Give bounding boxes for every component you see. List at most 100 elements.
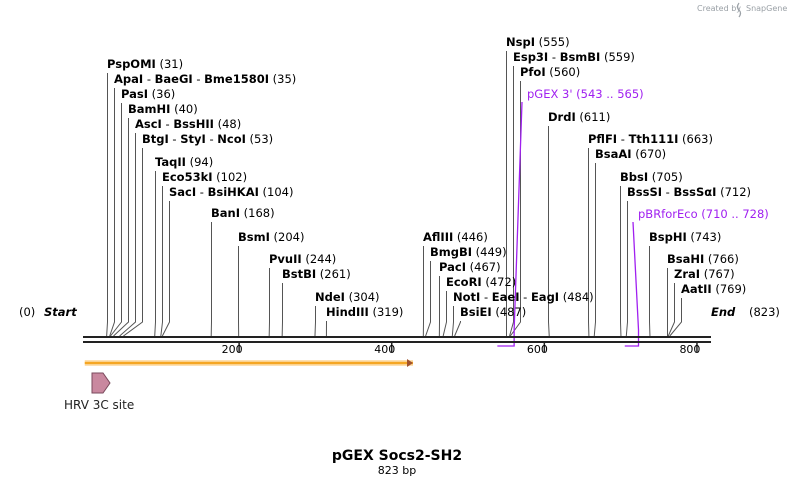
cut-site-hindiii[interactable]: HindIII (319) (326, 305, 403, 319)
feature-hrv-3c-site[interactable]: HRV 3C site (64, 372, 134, 412)
enzyme-name: AatII (681, 282, 712, 296)
cut-site-bbsi[interactable]: BbsI (705) (620, 170, 683, 184)
enzyme-name: BamHI (128, 102, 170, 116)
cut-site-aatii[interactable]: AatII (769) (681, 282, 746, 296)
cut-site-afliii[interactable]: AflIII (446) (423, 230, 488, 244)
cut-site-bsssi[interactable]: BssSI - BssSαI (712) (627, 185, 751, 199)
leader-drdi (548, 126, 550, 337)
svg-text:600: 600 (527, 343, 548, 356)
leader-pspomi (106, 73, 108, 337)
feature-orange-arrow[interactable] (84, 359, 414, 367)
cut-site-bsiei[interactable]: BsiEI (487) (460, 305, 526, 319)
cut-site-bsaai[interactable]: BsaAI (670) (595, 147, 666, 161)
enzyme-name: BanI (211, 206, 240, 220)
cut-site-bmgbi[interactable]: BmgBI (449) (430, 245, 507, 259)
leader-ecori (442, 291, 447, 337)
leader-btgi (123, 148, 143, 337)
cut-site-labels: PspOMI (31)ApaI - BaeGI - Bme1580I (35)P… (107, 35, 751, 319)
leader-taqii (154, 171, 156, 337)
cut-site-bsphi[interactable]: BspHI (743) (649, 230, 721, 244)
snapgene-logo-icon (736, 2, 742, 18)
enzyme-name: StyI (180, 132, 206, 146)
enzyme-name: BaeGI (155, 72, 193, 86)
leader-bsaai (593, 163, 596, 337)
enzyme-name: PacI (439, 260, 466, 274)
site-position: (555) (535, 35, 570, 49)
cut-site-ndei[interactable]: NdeI (304) (315, 290, 380, 304)
site-position: (35) (269, 72, 296, 86)
enzyme-name: BssHII (173, 117, 214, 131)
cut-site-asci[interactable]: AscI - BssHII (48) (135, 117, 241, 131)
start-label: Start (44, 305, 77, 319)
leader-esp3i (509, 66, 514, 337)
enzyme-name: BsmBI (560, 50, 601, 64)
site-position: (94) (186, 155, 213, 169)
cut-site-saci[interactable]: SacI - BsiHKAI (104) (169, 185, 293, 199)
enzyme-name: BsiHKAI (208, 185, 259, 199)
enzyme-name: HindIII (326, 305, 369, 319)
cut-site-pvuii[interactable]: PvuII (244) (269, 252, 336, 266)
primer-range: (543 .. 565) (573, 87, 644, 101)
site-position: (446) (453, 230, 488, 244)
enzyme-name: BbsI (620, 170, 648, 184)
cut-site-bamhi[interactable]: BamHI (40) (128, 102, 198, 116)
enzyme-name: NotI (453, 290, 480, 304)
cut-site-pflfi[interactable]: PflFI - Tth111I (663) (588, 132, 713, 146)
cut-site-bstbi[interactable]: BstBI (261) (282, 267, 351, 281)
enzyme-name: Eco53kI (162, 170, 213, 184)
leader-eco53ki (160, 186, 163, 337)
site-position: (467) (466, 260, 501, 274)
cut-site-nspi[interactable]: NspI (555) (506, 35, 570, 49)
site-position: (472) (482, 275, 517, 289)
cut-site-taqii[interactable]: TaqII (94) (155, 155, 213, 169)
leader-bmgbi (425, 261, 431, 337)
site-position: (104) (259, 185, 294, 199)
enzyme-name: ZraI (674, 267, 700, 281)
cut-site-bsahi[interactable]: BsaHI (766) (667, 252, 739, 266)
cut-site-zrai[interactable]: ZraI (767) (674, 267, 735, 281)
cut-site-paci[interactable]: PacI (467) (439, 260, 501, 274)
credit-brand: SnapGene (746, 4, 787, 13)
site-position: (244) (302, 252, 337, 266)
cut-site-bani[interactable]: BanI (168) (211, 206, 275, 220)
site-position: (611) (576, 110, 611, 124)
cut-site-btgi[interactable]: BtgI - StyI - NcoI (53) (142, 132, 273, 146)
primer-pgex-3[interactable]: pGEX 3' (543 .. 565) (497, 87, 644, 347)
site-position: (705) (648, 170, 683, 184)
cut-site-esp3i[interactable]: Esp3I - BsmBI (559) (513, 50, 635, 64)
cut-site-bsmi[interactable]: BsmI (204) (238, 230, 304, 244)
leader-bsssi (625, 201, 628, 337)
site-position: (769) (712, 282, 747, 296)
site-position: (36) (148, 87, 175, 101)
site-position: (319) (369, 305, 404, 319)
site-position: (48) (214, 117, 241, 131)
site-position: (261) (316, 267, 351, 281)
leader-bsiei (454, 321, 461, 337)
enzyme-name: DrdI (548, 110, 576, 124)
end-position: (823) (749, 305, 780, 319)
enzyme-name: BtgI (142, 132, 169, 146)
cut-site-noti[interactable]: NotI - EaeI - EagI (484) (453, 290, 594, 304)
enzyme-name: AflIII (423, 230, 453, 244)
cut-site-pfoi[interactable]: PfoI (560) (520, 65, 580, 79)
enzyme-name: NspI (506, 35, 535, 49)
leader-apai (109, 88, 115, 337)
enzyme-name: Esp3I (513, 50, 548, 64)
enzyme-name: EagI (531, 290, 559, 304)
features: HRV 3C site (64, 359, 414, 412)
primer-pbrforeco[interactable]: pBRforEco (710 .. 728) (624, 207, 769, 347)
ruler-tick-800: 800 (679, 342, 700, 356)
cut-site-ecori[interactable]: EcoRI (472) (446, 275, 516, 289)
cut-site-pspomi[interactable]: PspOMI (31) (107, 57, 183, 71)
site-position: (559) (600, 50, 635, 64)
enzyme-name: EaeI (492, 290, 520, 304)
cut-site-leaders (106, 51, 682, 337)
leader-aatii (669, 298, 682, 337)
svg-text:400: 400 (374, 343, 395, 356)
cut-site-pasi[interactable]: PasI (36) (121, 87, 175, 101)
enzyme-name: BsiEI (460, 305, 492, 319)
cut-site-eco53ki[interactable]: Eco53kI (102) (162, 170, 247, 184)
cut-site-apai[interactable]: ApaI - BaeGI - Bme1580I (35) (114, 72, 296, 86)
leader-zrai (667, 283, 675, 337)
cut-site-drdi[interactable]: DrdI (611) (548, 110, 610, 124)
